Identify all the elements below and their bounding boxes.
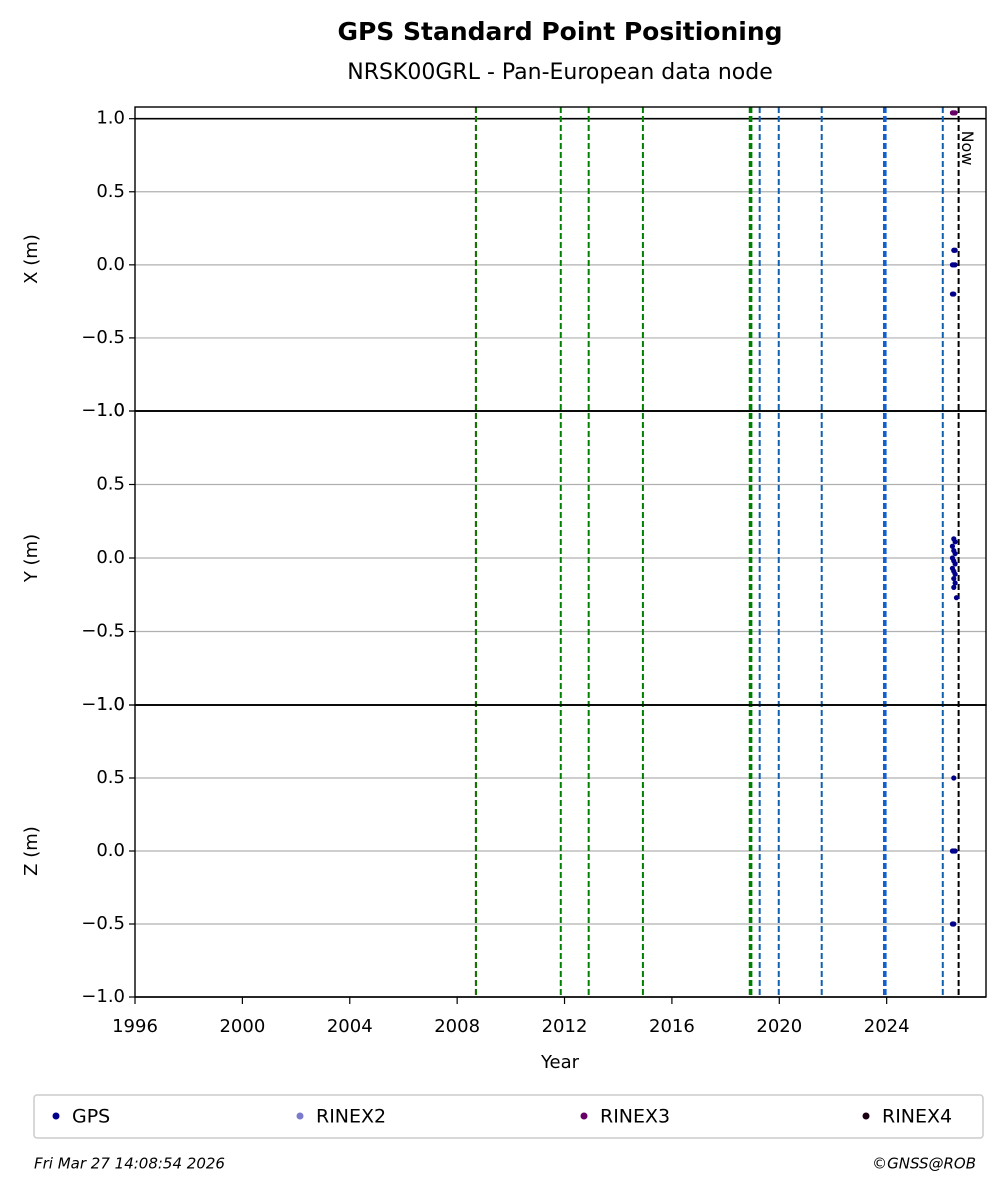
- x-tick-label: 2012: [542, 1016, 588, 1037]
- y-tick-label: −1.0: [81, 400, 125, 421]
- chart-subtitle: NRSK00GRL - Pan-European data node: [347, 60, 773, 85]
- data-point: [949, 543, 956, 549]
- x-axis-label: Year: [540, 1052, 580, 1073]
- data-point: [952, 561, 958, 567]
- y-tick-label: −0.5: [81, 913, 125, 934]
- data-point: [952, 539, 958, 545]
- credit: ©GNSS@ROB: [872, 1155, 976, 1173]
- y-tick-label: 0.5: [96, 767, 125, 788]
- data-point: [951, 291, 957, 297]
- y-tick-label: −0.5: [81, 621, 125, 642]
- x-tick-label: 2000: [219, 1016, 265, 1037]
- y-tick-label: 1.0: [96, 108, 125, 129]
- y-axis-label: X (m): [21, 234, 42, 284]
- legend-label: RINEX2: [316, 1106, 386, 1128]
- data-point: [953, 595, 960, 601]
- legend-marker: [296, 1112, 304, 1120]
- data-point: [952, 247, 958, 253]
- x-tick-label: 2004: [327, 1016, 373, 1037]
- legend-marker: [862, 1112, 870, 1120]
- y-tick-label: 0.0: [96, 547, 125, 568]
- y-tick-label: 1.0: [96, 694, 125, 715]
- y-axis-label: Y (m): [21, 534, 42, 583]
- data-point: [951, 921, 957, 927]
- legend-marker: [52, 1112, 60, 1120]
- legend-marker: [580, 1112, 588, 1120]
- data-point: [952, 550, 958, 557]
- data-point: [952, 262, 958, 268]
- data-point: [952, 848, 958, 854]
- x-tick-label: 1996: [112, 1016, 158, 1037]
- y-tick-label: −1.0: [81, 986, 125, 1007]
- x-tick-label: 2024: [864, 1016, 910, 1037]
- data-point: [952, 110, 958, 116]
- data-point: [951, 775, 957, 781]
- y-tick-label: −1.0: [81, 694, 125, 715]
- timestamp: Fri Mar 27 14:08:54 2026: [34, 1155, 225, 1173]
- y-tick-label: 1.0: [96, 400, 125, 421]
- panel-frame: [134, 704, 987, 998]
- x-tick-label: 2016: [649, 1016, 695, 1037]
- x-tick-label: 2020: [756, 1016, 802, 1037]
- y-axis-label: Z (m): [21, 826, 42, 876]
- data-point: [951, 584, 957, 591]
- data-point: [952, 580, 958, 586]
- data-point: [952, 571, 958, 577]
- legend-box: [33, 1094, 984, 1139]
- x-tick-label: 2008: [434, 1016, 480, 1037]
- y-tick-label: 0.5: [96, 474, 125, 495]
- y-tick-label: −0.5: [81, 327, 125, 348]
- legend-label: GPS: [72, 1106, 110, 1128]
- legend-label: RINEX4: [882, 1106, 952, 1128]
- y-tick-label: 0.0: [96, 840, 125, 861]
- y-tick-label: 0.5: [96, 181, 125, 202]
- legend-label: RINEX3: [600, 1106, 670, 1128]
- event-label: Now: [958, 131, 977, 166]
- chart-title: GPS Standard Point Positioning: [337, 17, 782, 46]
- y-tick-label: 0.0: [96, 254, 125, 275]
- data-point: [951, 575, 957, 582]
